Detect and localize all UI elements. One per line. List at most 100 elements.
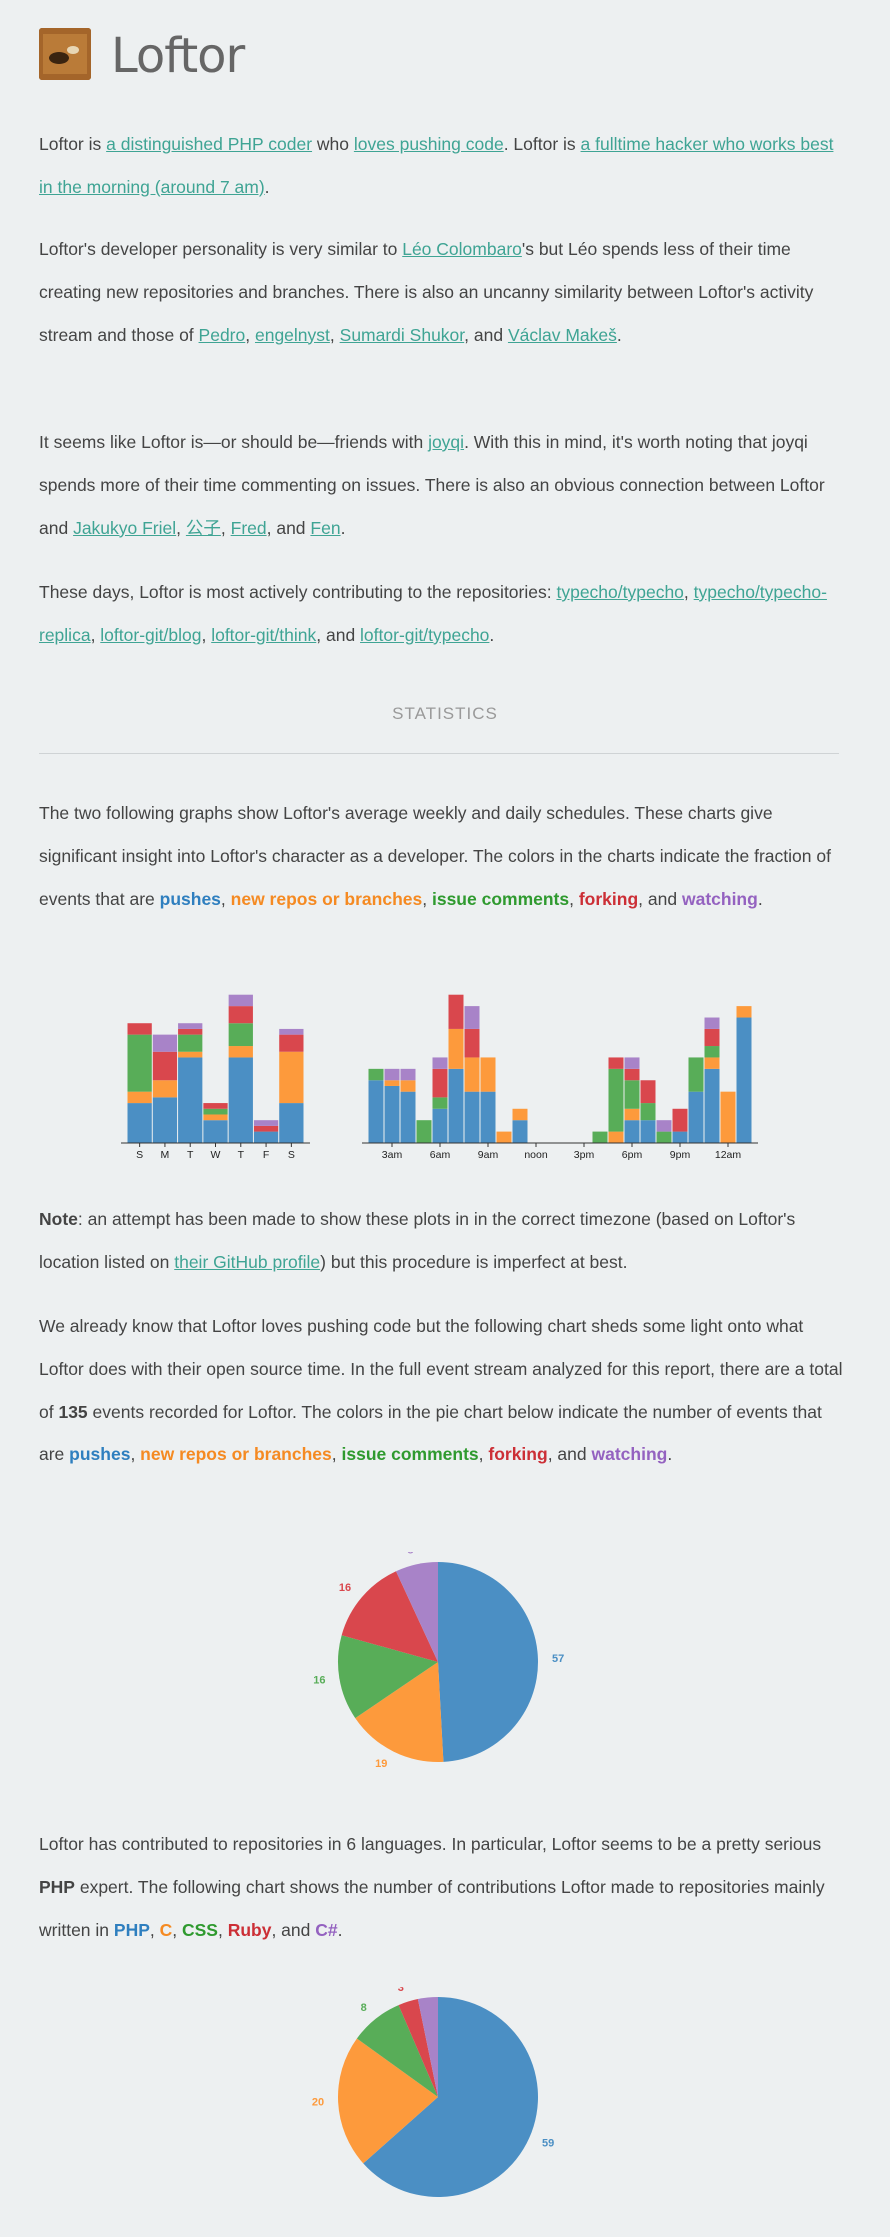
pie-slice xyxy=(438,1562,538,1762)
bar-segment xyxy=(624,1108,640,1121)
highlight: forking xyxy=(578,888,639,909)
link[interactable]: Léo Colombaro xyxy=(402,239,522,259)
bar-segment xyxy=(253,1125,279,1132)
highlight: watching xyxy=(591,1444,668,1465)
bar-segment xyxy=(688,1057,704,1092)
section-title: STATISTICS xyxy=(392,704,498,723)
bar-segment xyxy=(178,1057,203,1143)
link[interactable]: Fen xyxy=(310,517,341,538)
paragraph: Loftor's developer personality is very s… xyxy=(39,228,851,356)
link[interactable]: typecho/typecho-replica xyxy=(39,582,827,645)
link[interactable]: Václav Makeš xyxy=(507,324,617,345)
highlight: Note xyxy=(39,1209,78,1229)
link[interactable]: Fred xyxy=(230,517,267,538)
bar-segment xyxy=(480,1057,496,1092)
highlight: pushes xyxy=(69,1444,131,1465)
bar-segment xyxy=(656,1131,672,1143)
bar-segment xyxy=(496,1131,512,1143)
bar-segment xyxy=(736,1006,752,1018)
highlight: 135 xyxy=(58,1401,88,1422)
text: We already know that Loftor loves pushin… xyxy=(39,1316,843,1422)
link[interactable]: typecho/typecho xyxy=(556,582,684,602)
link[interactable]: loftor-git/typecho xyxy=(360,624,490,645)
text: , xyxy=(172,1919,182,1940)
text: The two following graphs show Loftor's a… xyxy=(39,803,831,909)
x-tick-label: 6pm xyxy=(622,1149,643,1161)
pie-slice xyxy=(363,1997,538,2197)
bar-segment xyxy=(400,1091,416,1143)
text: Loftor is xyxy=(39,134,107,154)
paragraph: Note: an attempt has been made to show t… xyxy=(39,1198,851,1284)
highlight: CSS xyxy=(181,1919,218,1940)
pie-slice xyxy=(355,1662,444,1762)
slice-label: 57 xyxy=(552,1653,564,1665)
bar-segment xyxy=(432,1057,448,1069)
pie-slice xyxy=(417,1997,438,2097)
bar-segment xyxy=(624,1080,640,1109)
text: . Loftor is xyxy=(503,134,581,154)
pie-slice xyxy=(396,1562,438,1662)
bar-segment xyxy=(736,1017,752,1143)
text: Loftor has contributed to repositories i… xyxy=(39,1834,822,1854)
link[interactable]: 公子 xyxy=(185,517,221,538)
x-tick-label: T xyxy=(238,1149,245,1161)
slice-label: 16 xyxy=(313,1674,325,1686)
bar-segment xyxy=(384,1085,400,1143)
bar-segment xyxy=(704,1068,720,1143)
languages-pie-chart: 59 20 8 3 3 xyxy=(312,1987,554,2197)
pie-slice xyxy=(398,1999,438,2097)
bar-segment xyxy=(464,1028,480,1058)
text: , xyxy=(217,1919,228,1940)
link[interactable]: loftor-git/blog xyxy=(100,624,202,645)
text: Loftor's developer personality is very s… xyxy=(39,239,403,259)
pie-slice xyxy=(337,1635,438,1719)
text: It seems like Loftor is—or should be—fri… xyxy=(39,432,429,452)
bar-segment xyxy=(279,1103,304,1143)
page-title: Loftor xyxy=(111,28,245,84)
bar-segment xyxy=(178,1034,203,1052)
bar-segment xyxy=(448,994,464,1029)
text: , xyxy=(201,624,212,645)
text: . xyxy=(340,517,346,538)
link[interactable]: engelnyst xyxy=(254,324,330,345)
slice-label: 16 xyxy=(339,1582,351,1594)
paragraph: It seems like Loftor is—or should be—fri… xyxy=(39,421,851,549)
x-tick-label: S xyxy=(136,1149,143,1161)
bar-segment xyxy=(203,1120,228,1143)
text: These days, Loftor is most actively cont… xyxy=(39,582,557,602)
text: , xyxy=(220,888,231,909)
text: , xyxy=(329,324,340,345)
schedule-charts: S M T W T F S 3am 6am 9am noon 3pm 6pm 9pm 12am xyxy=(121,994,758,1161)
bar-segment xyxy=(253,1131,279,1143)
link[interactable]: a fulltime hacker who works best in the … xyxy=(39,134,834,197)
bar-segment xyxy=(448,1068,464,1143)
link[interactable]: Jakukyo Friel xyxy=(73,517,177,538)
bar-segment xyxy=(228,994,253,1007)
link[interactable]: joyqi xyxy=(428,432,465,452)
bar-segment xyxy=(656,1120,672,1132)
text: : an attempt has been made to show these… xyxy=(39,1209,796,1272)
x-tick-label: T xyxy=(187,1149,194,1161)
bar-segment xyxy=(624,1120,640,1143)
link[interactable]: a distinguished PHP coder xyxy=(106,134,313,154)
slice-label: 19 xyxy=(375,1758,387,1770)
paragraph: We already know that Loftor loves pushin… xyxy=(39,1305,851,1476)
bar-segment xyxy=(178,1028,203,1035)
bar-segment xyxy=(688,1091,704,1143)
bar-segment xyxy=(704,1028,720,1047)
bar-segment xyxy=(152,1097,178,1143)
link[interactable]: Sumardi Shukor xyxy=(339,324,465,345)
avatar-image xyxy=(39,28,91,80)
link[interactable]: loves pushing code xyxy=(353,134,504,154)
highlight: new repos or branches xyxy=(140,1444,332,1465)
text: . xyxy=(757,888,763,909)
text: , xyxy=(176,517,186,538)
link[interactable]: loftor-git/think xyxy=(211,624,317,645)
link[interactable]: Pedro xyxy=(198,324,246,345)
text: 's but Léo spends less of their time cre… xyxy=(39,239,814,345)
link[interactable]: their GitHub profile xyxy=(174,1251,321,1272)
slice-label: 59 xyxy=(542,2138,554,2150)
text: , xyxy=(90,624,101,645)
bar-segment xyxy=(624,1068,640,1081)
x-tick-label: 3pm xyxy=(574,1149,595,1161)
